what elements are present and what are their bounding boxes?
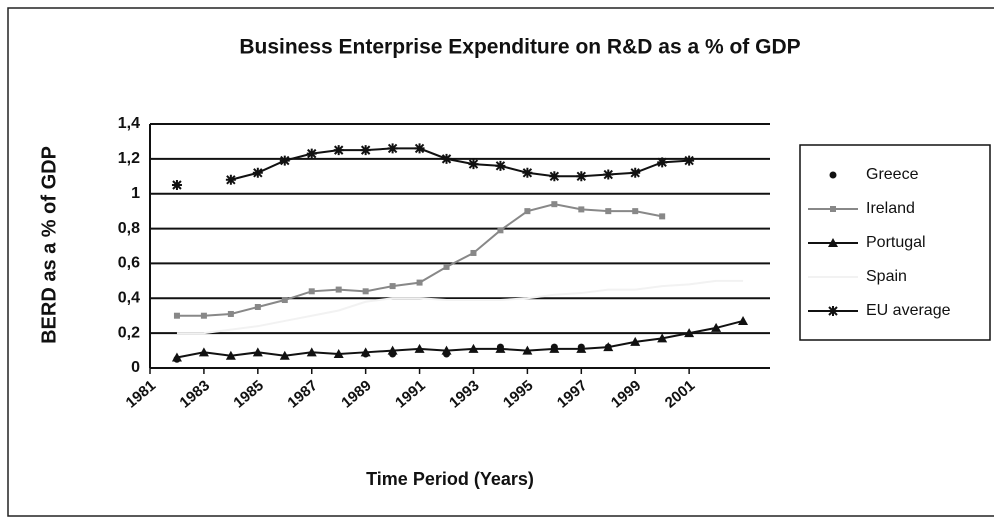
data-point xyxy=(549,171,560,182)
data-point xyxy=(335,286,342,293)
data-point xyxy=(441,153,452,164)
data-point xyxy=(360,347,371,357)
data-point xyxy=(659,213,666,220)
legend-marker xyxy=(828,238,838,247)
data-point xyxy=(711,322,722,332)
data-point xyxy=(578,206,585,213)
data-point xyxy=(630,167,641,178)
data-point xyxy=(549,343,560,353)
data-point xyxy=(470,249,477,256)
data-point xyxy=(443,263,450,270)
data-point xyxy=(414,343,425,353)
data-point xyxy=(605,208,612,215)
x-axis-label: Time Period (Years) xyxy=(366,469,534,489)
data-point xyxy=(333,145,344,156)
data-point xyxy=(252,167,263,178)
y-tick-label: 1 xyxy=(131,185,140,202)
data-point xyxy=(414,143,425,154)
data-point xyxy=(657,157,668,168)
y-tick-label: 0,4 xyxy=(118,290,140,307)
series-line xyxy=(176,279,744,335)
data-point xyxy=(495,160,506,171)
data-point xyxy=(738,315,749,325)
data-point xyxy=(308,288,315,295)
data-point xyxy=(657,333,668,343)
data-point xyxy=(387,143,398,154)
data-point xyxy=(576,171,587,182)
y-tick-label: 0,8 xyxy=(118,220,140,237)
data-point xyxy=(603,169,614,180)
data-point xyxy=(306,148,317,159)
data-point xyxy=(576,343,587,353)
data-point xyxy=(684,155,695,166)
y-tick-label: 1,2 xyxy=(118,150,140,167)
data-point xyxy=(495,343,506,353)
y-tick-label: 0 xyxy=(131,359,140,376)
data-point xyxy=(551,201,558,208)
data-point xyxy=(227,310,234,317)
legend-label: EU average xyxy=(866,302,951,319)
data-point xyxy=(468,343,479,353)
data-point xyxy=(387,345,398,355)
y-tick-label: 0,2 xyxy=(118,324,140,341)
legend-label: Greece xyxy=(866,166,919,183)
data-point xyxy=(468,159,479,170)
data-point xyxy=(171,352,182,362)
data-point xyxy=(306,347,317,357)
data-point xyxy=(524,208,531,215)
data-point xyxy=(254,304,261,310)
legend-label: Ireland xyxy=(866,200,915,217)
y-tick-label: 1,4 xyxy=(118,115,140,132)
series-line xyxy=(176,319,744,359)
data-point xyxy=(416,279,423,286)
data-point xyxy=(279,350,290,360)
legend-marker xyxy=(828,306,838,316)
data-point xyxy=(200,312,207,319)
legend-marker xyxy=(829,171,837,179)
data-point xyxy=(333,349,344,359)
data-point xyxy=(225,350,236,360)
data-point xyxy=(522,167,533,178)
legend-label: Spain xyxy=(866,268,907,285)
data-point xyxy=(630,336,641,346)
legend-label: Portugal xyxy=(866,234,926,251)
data-point xyxy=(225,174,236,185)
data-point xyxy=(279,155,290,166)
data-point xyxy=(441,345,452,355)
data-point xyxy=(522,345,533,355)
data-point xyxy=(603,342,614,352)
data-point xyxy=(360,145,371,156)
data-point xyxy=(497,227,504,234)
data-point xyxy=(389,283,396,290)
data-point xyxy=(198,347,209,357)
data-point xyxy=(171,180,182,190)
data-point xyxy=(684,328,695,338)
data-point xyxy=(632,208,639,215)
y-tick-label: 0,6 xyxy=(118,255,140,272)
y-axis-label: BERD as a % of GDP xyxy=(38,146,60,344)
data-point xyxy=(173,312,180,319)
data-point xyxy=(281,297,288,304)
data-point xyxy=(362,288,369,295)
chart-title: Business Enterprise Expenditure on R&D a… xyxy=(239,36,800,59)
data-point xyxy=(252,347,263,357)
legend-marker xyxy=(830,206,836,212)
